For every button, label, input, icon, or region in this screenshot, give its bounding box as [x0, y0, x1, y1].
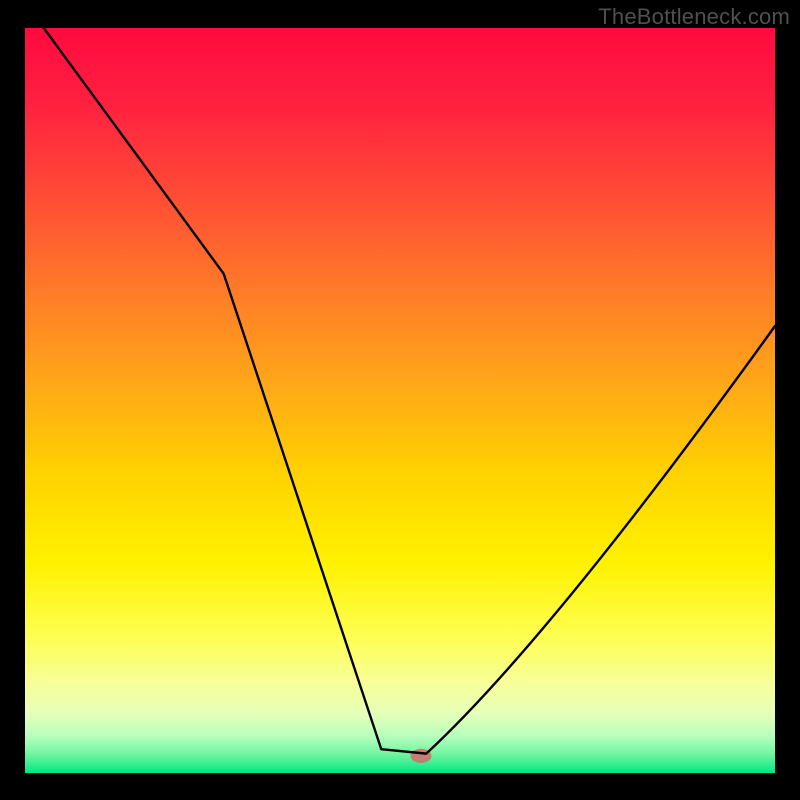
watermark-label: TheBottleneck.com: [598, 4, 790, 30]
chart-container: TheBottleneck.com: [0, 0, 800, 800]
chart-svg: [0, 0, 800, 800]
gradient-background: [25, 28, 775, 773]
